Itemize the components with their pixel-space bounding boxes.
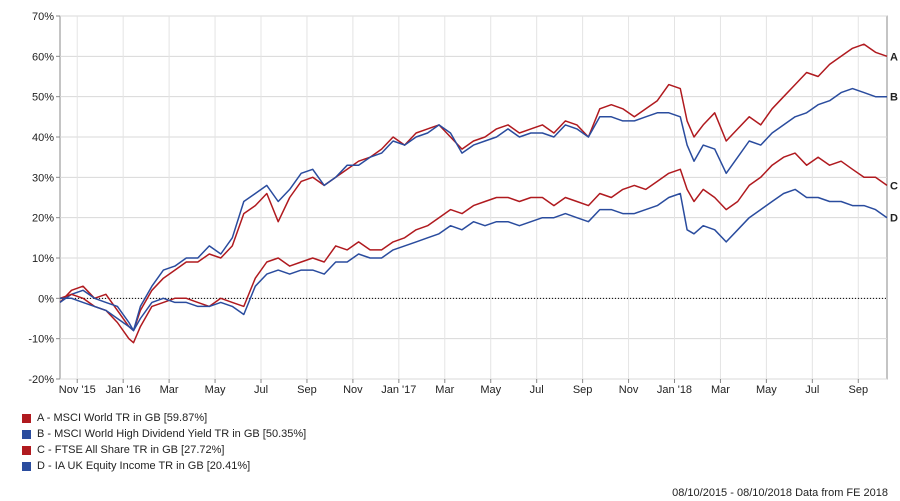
series-end-labels: A B C D [890, 51, 898, 224]
y-tick-label: 50% [32, 92, 54, 104]
legend-item-b: B - MSCI World High Dividend Yield TR in… [22, 426, 306, 442]
x-tick-label: Jul [805, 384, 819, 396]
x-tick-label: Jul [530, 384, 544, 396]
y-tick-label: 70% [32, 11, 54, 23]
legend-label: C - FTSE All Share TR in GB [27.72%] [37, 444, 225, 456]
x-tick-label: Jan '17 [381, 384, 416, 396]
legend-swatch [22, 461, 31, 471]
y-tick-label: 0% [38, 293, 54, 305]
x-tick-label: May [480, 384, 501, 396]
plot-area [59, 15, 888, 380]
legend-item-d: D - IA UK Equity Income TR in GB [20.41%… [22, 458, 306, 474]
footer-date-range: 08/10/2015 - 08/10/2018 Data from FE 201… [672, 487, 888, 499]
series-end-label-a: A [890, 51, 898, 63]
grid [60, 15, 887, 380]
x-tick-label: Jan '18 [657, 384, 692, 396]
x-tick-label: Jul [254, 384, 268, 396]
legend-label: D - IA UK Equity Income TR in GB [20.41%… [37, 460, 251, 472]
x-axis: Nov '15 Jan '16 Mar May Jul Sep Nov Jan '17 Mar M… [59, 379, 868, 396]
y-tick-label: 40% [32, 132, 54, 144]
x-tick-label: Nov [619, 384, 639, 396]
x-tick-label: Mar [711, 384, 730, 396]
legend-swatch [22, 413, 31, 423]
series-line-a [59, 43, 888, 332]
x-tick-label: Mar [160, 384, 179, 396]
legend-label: B - MSCI World High Dividend Yield TR in… [37, 428, 307, 440]
y-tick-label: 10% [32, 253, 54, 265]
y-tick-label: 20% [32, 213, 54, 225]
chart-plot: -20% -10% 0% 10% 20% 30% 40% 50% 60% 70% Nov '15 J… [28, 11, 898, 396]
x-tick-label: Sep [297, 384, 317, 396]
x-tick-label: May [205, 384, 226, 396]
y-tick-label: -10% [28, 334, 54, 346]
series-end-label-d: D [890, 213, 898, 225]
x-tick-label: Nov '15 [59, 384, 96, 396]
legend: A - MSCI World TR in GB [59.87%] B - MSCI… [22, 410, 306, 474]
x-tick-label: Sep [573, 384, 593, 396]
y-tick-label: -20% [28, 374, 54, 386]
legend-item-c: C - FTSE All Share TR in GB [27.72%] [22, 442, 306, 458]
y-axis: -20% -10% 0% 10% 20% 30% 40% 50% 60% 70% [28, 11, 60, 386]
series-end-label-c: C [890, 180, 898, 192]
series-end-label-b: B [890, 92, 898, 104]
legend-item-a: A - MSCI World TR in GB [59.87%] [22, 410, 306, 426]
x-tick-label: May [756, 384, 777, 396]
legend-label: A - MSCI World TR in GB [59.87%] [37, 412, 208, 424]
legend-swatch [22, 429, 31, 439]
series-line-d [60, 188, 888, 332]
y-tick-label: 60% [32, 51, 54, 63]
series-line-b [59, 87, 887, 332]
x-tick-label: Jan '16 [106, 384, 141, 396]
legend-swatch [22, 445, 31, 455]
y-tick-label: 30% [32, 172, 54, 184]
x-tick-label: Sep [848, 384, 868, 396]
series-layer [59, 43, 888, 344]
series-line-c [59, 152, 888, 344]
x-tick-label: Mar [435, 384, 454, 396]
x-tick-label: Nov [343, 384, 363, 396]
